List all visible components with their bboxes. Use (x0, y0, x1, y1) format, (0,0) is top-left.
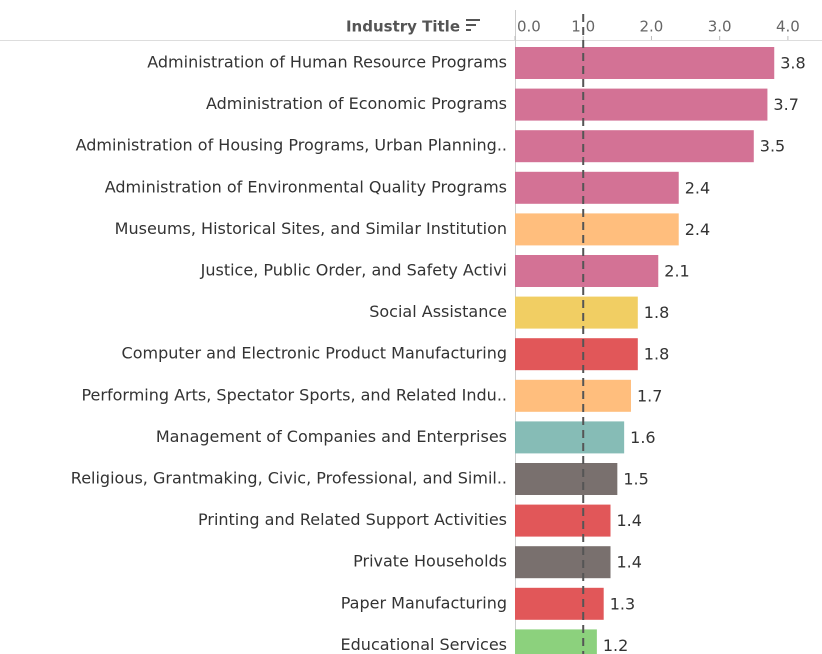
category-label: Paper Manufacturing (341, 593, 507, 612)
x-tick-label: 0.0 (517, 18, 541, 36)
category-label: Computer and Electronic Product Manufact… (122, 344, 507, 363)
x-tick-label: 3.0 (708, 18, 732, 36)
category-label: Private Households (353, 552, 507, 571)
value-label: 1.8 (644, 345, 669, 364)
bar (515, 421, 625, 454)
value-label: 3.5 (760, 137, 785, 156)
bar (515, 379, 631, 412)
value-label: 3.8 (780, 54, 805, 73)
value-label: 1.3 (610, 594, 635, 613)
category-label: Social Assistance (369, 302, 507, 321)
value-label: 1.2 (603, 636, 628, 654)
category-label: Museums, Historical Sites, and Similar I… (115, 219, 507, 238)
sort-icon[interactable] (466, 19, 480, 31)
bar (515, 213, 679, 246)
bar (515, 587, 604, 620)
bar (515, 504, 611, 537)
bar (515, 629, 597, 654)
bar (515, 130, 754, 163)
bar (515, 546, 611, 579)
value-label: 1.7 (637, 386, 662, 405)
value-label: 1.4 (617, 553, 642, 572)
bar (515, 296, 638, 329)
bar (515, 47, 775, 79)
value-label: 1.6 (630, 428, 655, 447)
bar (515, 171, 679, 204)
value-label: 2.4 (685, 220, 710, 239)
value-label: 2.4 (685, 178, 710, 197)
axis-title: Industry Title (346, 18, 460, 36)
x-tick-label: 4.0 (776, 18, 800, 36)
category-label: Religious, Grantmaking, Civic, Professio… (71, 469, 507, 488)
value-label: 1.4 (617, 511, 642, 530)
value-label: 2.1 (664, 262, 689, 281)
category-label: Administration of Human Resource Program… (147, 53, 507, 72)
category-label: Administration of Environmental Quality … (105, 177, 507, 196)
value-label: 1.8 (644, 303, 669, 322)
category-label: Management of Companies and Enterprises (156, 427, 507, 446)
category-label: Performing Arts, Spectator Sports, and R… (81, 385, 507, 404)
value-label: 3.7 (773, 95, 798, 114)
category-label: Educational Services (341, 635, 507, 654)
bar (515, 338, 638, 371)
category-label: Justice, Public Order, and Safety Activi (200, 261, 507, 280)
category-label: Administration of Housing Programs, Urba… (76, 136, 507, 155)
x-tick-label: 2.0 (640, 18, 664, 36)
category-label: Administration of Economic Programs (206, 94, 507, 113)
x-tick-label: 1.0 (571, 18, 595, 36)
category-label: Printing and Related Support Activities (198, 510, 507, 529)
value-label: 1.5 (623, 470, 648, 489)
bar (515, 88, 768, 121)
bar (515, 463, 618, 495)
bar (515, 255, 659, 287)
